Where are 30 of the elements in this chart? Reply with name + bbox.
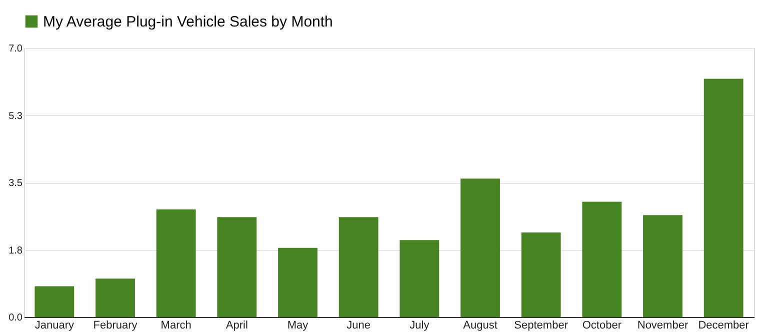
x-tick-label: May <box>287 320 309 332</box>
x-tick-label: December <box>698 320 750 332</box>
x-tick-label: April <box>226 320 248 332</box>
bar <box>521 232 561 317</box>
y-tick-label: 3.5 <box>8 178 23 189</box>
bar <box>704 78 744 317</box>
legend-label: My Average Plug-in Vehicle Sales by Month <box>43 14 333 30</box>
y-tick-label: 7.0 <box>8 44 23 54</box>
x-tick-label: January <box>34 320 74 332</box>
bar <box>217 217 257 317</box>
x-tick-label: October <box>582 320 622 332</box>
bar <box>34 286 74 317</box>
bar <box>96 278 135 317</box>
x-tick-label: March <box>160 320 192 332</box>
y-tick-label: 0.0 <box>8 312 23 324</box>
x-tick-label: November <box>637 320 688 332</box>
bar <box>278 248 318 317</box>
x-tick-label: February <box>93 320 138 332</box>
bar <box>400 240 440 317</box>
x-tick-label: September <box>514 320 568 332</box>
x-tick-label: August <box>463 320 498 332</box>
x-tick-label: July <box>410 320 430 332</box>
y-tick-label: 5.3 <box>8 110 23 122</box>
y-tick-label: 1.8 <box>8 245 23 256</box>
bar <box>338 217 378 317</box>
bar <box>643 215 682 317</box>
bar <box>156 209 196 317</box>
x-tick-label: June <box>346 320 371 332</box>
bar <box>460 178 500 317</box>
bar <box>582 202 622 317</box>
